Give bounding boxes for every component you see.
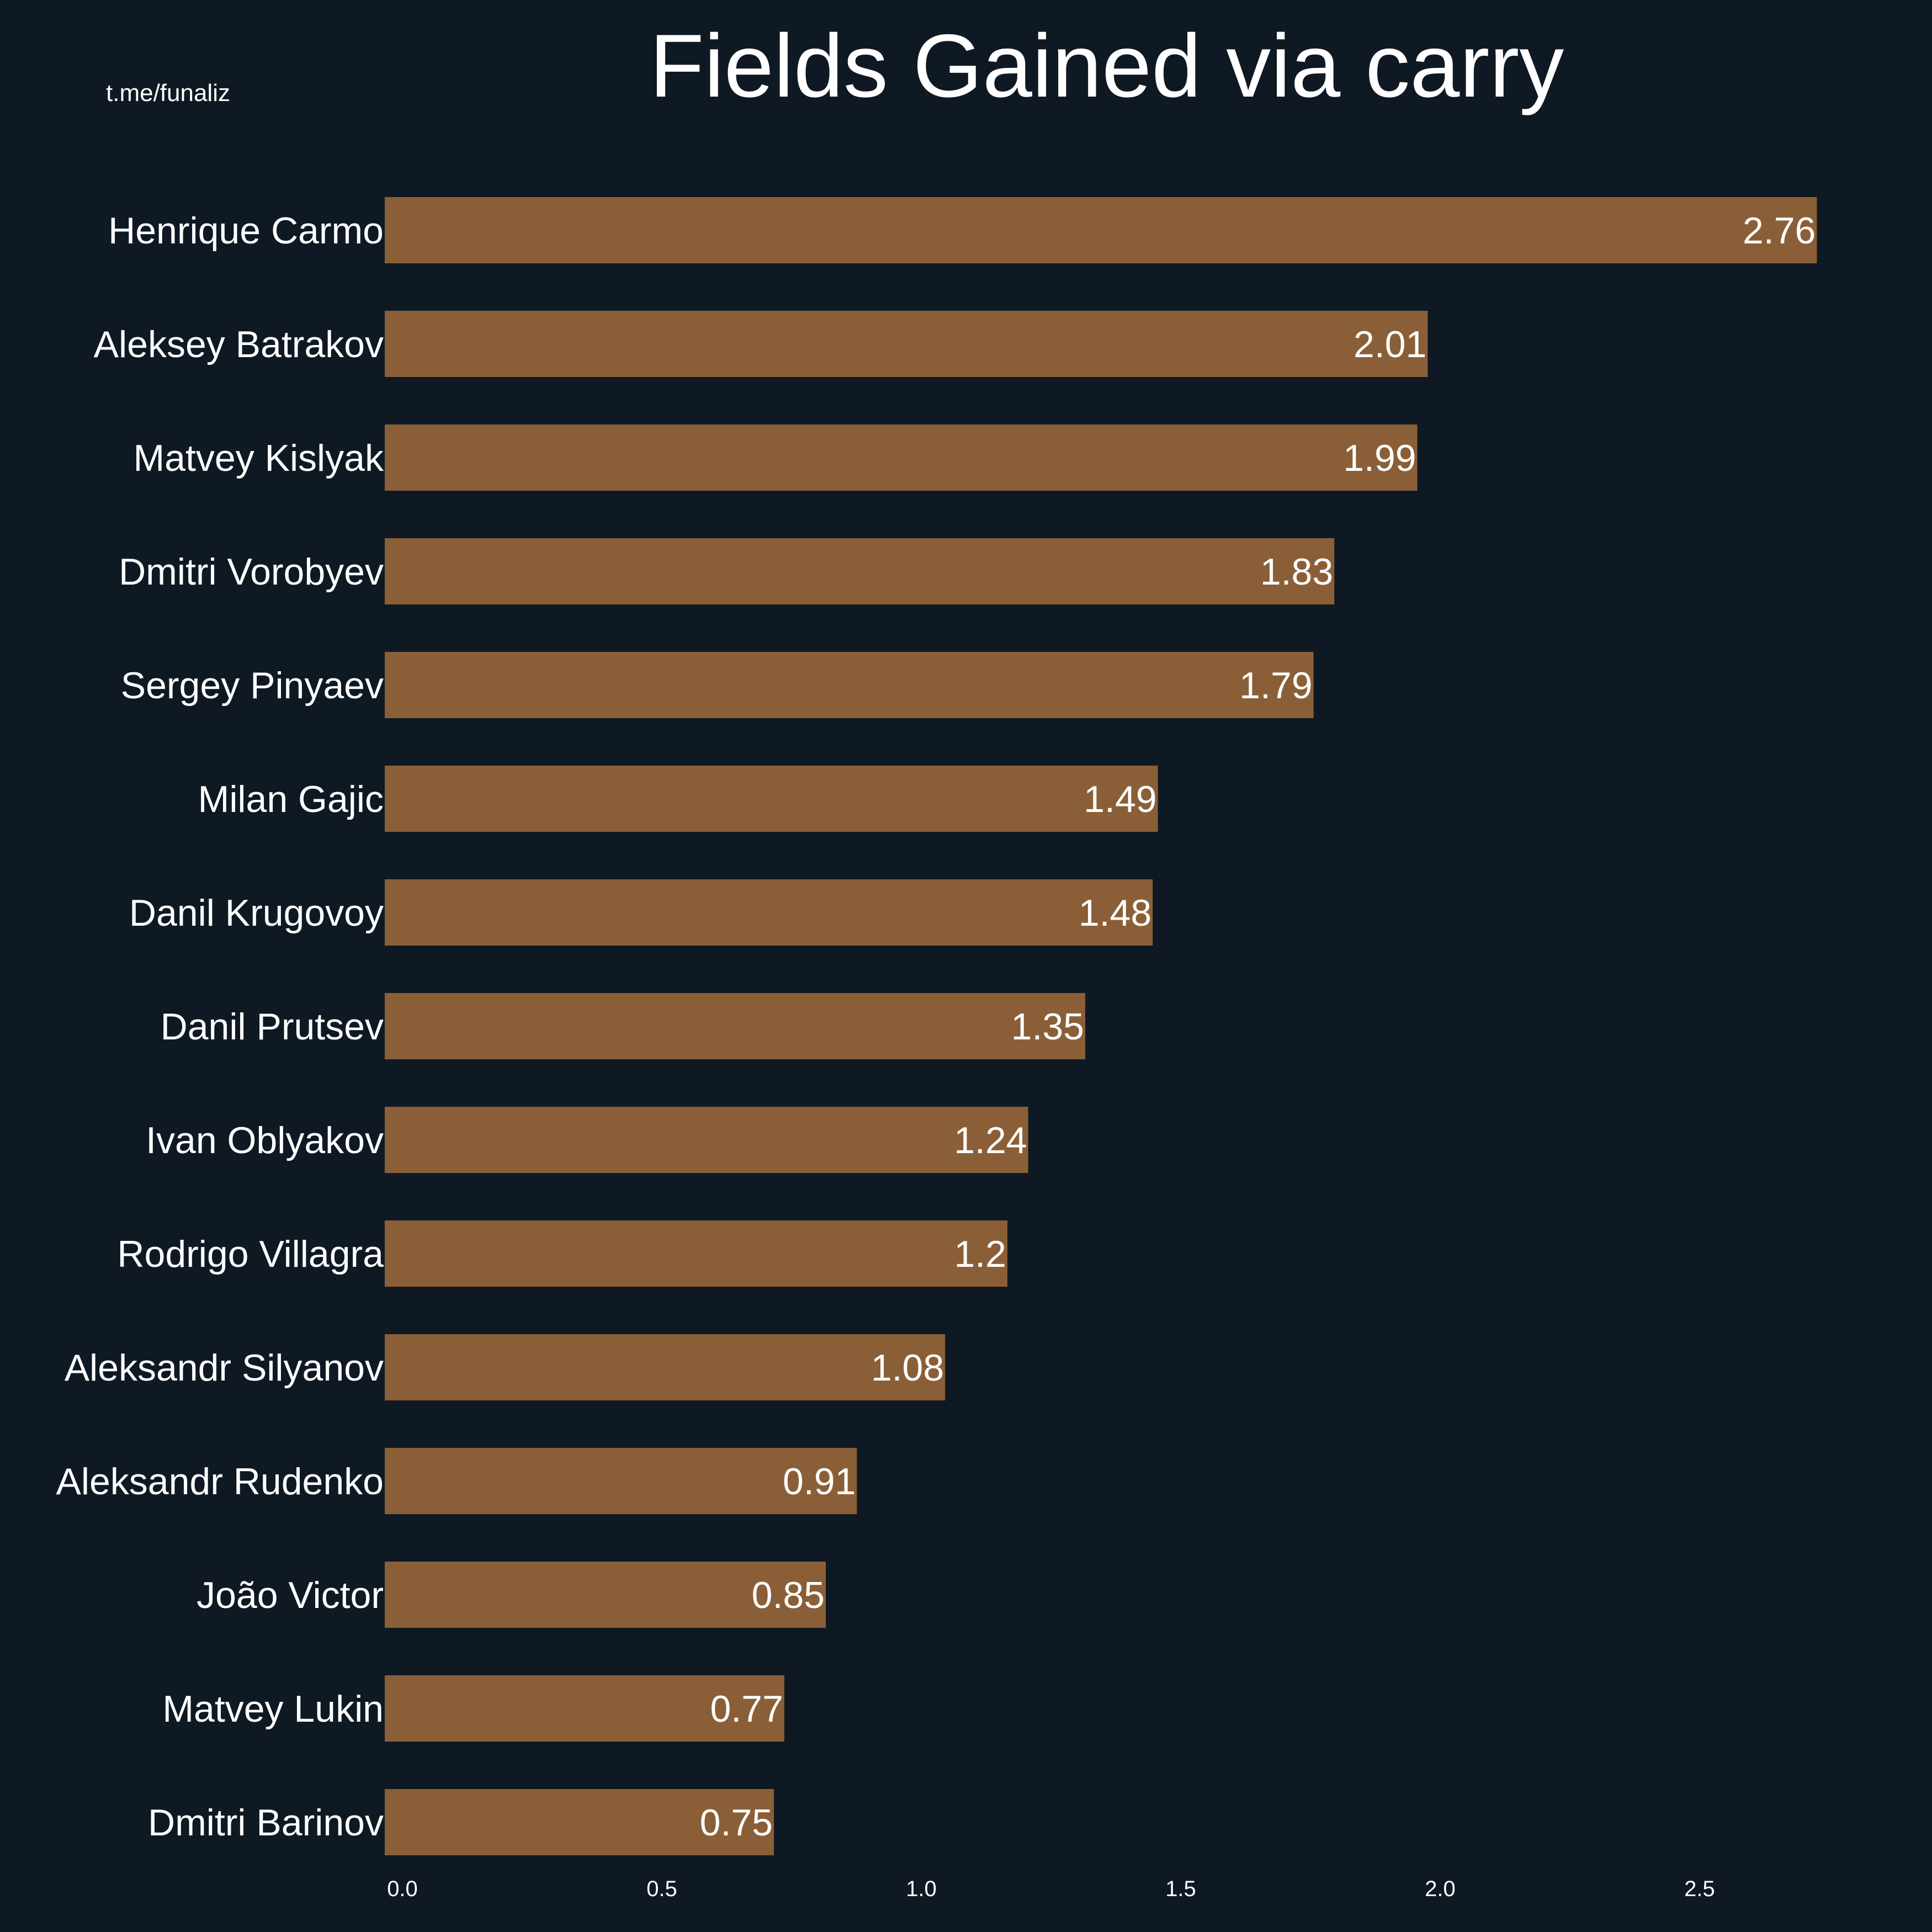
x-tick-label: 0.0 bbox=[387, 1877, 418, 1901]
x-axis-ticks: 0.0 0.5 1.0 1.5 2.0 2.5 bbox=[387, 1877, 1715, 1901]
category-label-rodrigo-villagra: Rodrigo Villagra bbox=[117, 1233, 384, 1275]
category-label-danil-prutsev: Danil Prutsev bbox=[161, 1006, 384, 1048]
category-label-sergey-pinyaev: Sergey Pinyaev bbox=[121, 665, 384, 707]
value-label-dmitri-vorobyev: 1.83 bbox=[1260, 551, 1333, 593]
value-label-matvey-kislyak: 1.99 bbox=[1343, 437, 1416, 479]
category-label-joao-victor: João Victor bbox=[197, 1574, 384, 1616]
x-tick-label: 1.5 bbox=[1165, 1877, 1196, 1901]
bar-rodrigo-villagra bbox=[385, 1220, 1007, 1287]
bar-dmitri-vorobyev bbox=[385, 538, 1335, 604]
category-label-dmitri-barinov: Dmitri Barinov bbox=[148, 1802, 384, 1844]
bar-dmitri-barinov bbox=[385, 1789, 774, 1855]
watermark-text: t.me/funaliz bbox=[106, 79, 230, 107]
value-label-joao-victor: 0.85 bbox=[752, 1574, 825, 1616]
value-label-rodrigo-villagra: 1.2 bbox=[954, 1233, 1006, 1275]
category-label-aleksey-batrakov: Aleksey Batrakov bbox=[94, 323, 384, 365]
category-label-milan-gajic: Milan Gajic bbox=[198, 778, 384, 820]
bar-danil-krugovoy bbox=[385, 879, 1153, 946]
value-label-ivan-oblyakov: 1.24 bbox=[954, 1119, 1027, 1161]
x-tick-label: 1.0 bbox=[906, 1877, 937, 1901]
value-label-henrique-carmo: 2.76 bbox=[1743, 210, 1816, 252]
category-label-matvey-lukin: Matvey Lukin bbox=[162, 1688, 384, 1730]
bar-milan-gajic bbox=[385, 766, 1158, 832]
x-tick-label: 2.0 bbox=[1425, 1877, 1456, 1901]
category-label-dmitri-vorobyev: Dmitri Vorobyev bbox=[119, 551, 384, 593]
bar-aleksandr-silyanov bbox=[385, 1334, 946, 1400]
category-label-danil-krugovoy: Danil Krugovoy bbox=[129, 892, 384, 934]
bar-group bbox=[385, 197, 1817, 1855]
value-label-group: 2.76 2.01 1.99 1.83 1.79 1.49 1.48 1.35 1.24 1.2 1… bbox=[700, 210, 1816, 1844]
value-label-aleksey-batrakov: 2.01 bbox=[1354, 323, 1426, 365]
bar-joao-victor bbox=[385, 1562, 826, 1628]
value-label-dmitri-barinov: 0.75 bbox=[700, 1802, 773, 1844]
bar-aleksandr-rudenko bbox=[385, 1448, 857, 1514]
bar-danil-prutsev bbox=[385, 993, 1085, 1059]
category-label-group: Henrique Carmo Aleksey Batrakov Matvey Kis… bbox=[56, 210, 384, 1844]
value-label-sergey-pinyaev: 1.79 bbox=[1239, 665, 1312, 707]
category-label-ivan-oblyakov: Ivan Oblyakov bbox=[146, 1119, 384, 1161]
chart-title: Fields Gained via carry bbox=[650, 16, 1564, 116]
value-label-milan-gajic: 1.49 bbox=[1084, 778, 1156, 820]
category-label-aleksandr-rudenko: Aleksandr Rudenko bbox=[56, 1461, 384, 1503]
x-tick-label: 0.5 bbox=[646, 1877, 677, 1901]
x-tick-label: 2.5 bbox=[1684, 1877, 1715, 1901]
bar-henrique-carmo bbox=[385, 197, 1817, 263]
bar-ivan-oblyakov bbox=[385, 1107, 1028, 1173]
bar-matvey-lukin bbox=[385, 1675, 784, 1742]
value-label-danil-prutsev: 1.35 bbox=[1011, 1006, 1084, 1048]
value-label-danil-krugovoy: 1.48 bbox=[1079, 892, 1151, 934]
category-label-henrique-carmo: Henrique Carmo bbox=[108, 210, 384, 252]
bar-aleksey-batrakov bbox=[385, 311, 1428, 377]
category-label-aleksandr-silyanov: Aleksandr Silyanov bbox=[65, 1347, 384, 1389]
value-label-aleksandr-rudenko: 0.91 bbox=[783, 1461, 856, 1503]
value-label-matvey-lukin: 0.77 bbox=[710, 1688, 783, 1730]
bar-matvey-kislyak bbox=[385, 424, 1418, 491]
value-label-aleksandr-silyanov: 1.08 bbox=[871, 1347, 944, 1389]
category-label-matvey-kislyak: Matvey Kislyak bbox=[134, 437, 384, 479]
bar-sergey-pinyaev bbox=[385, 652, 1314, 718]
